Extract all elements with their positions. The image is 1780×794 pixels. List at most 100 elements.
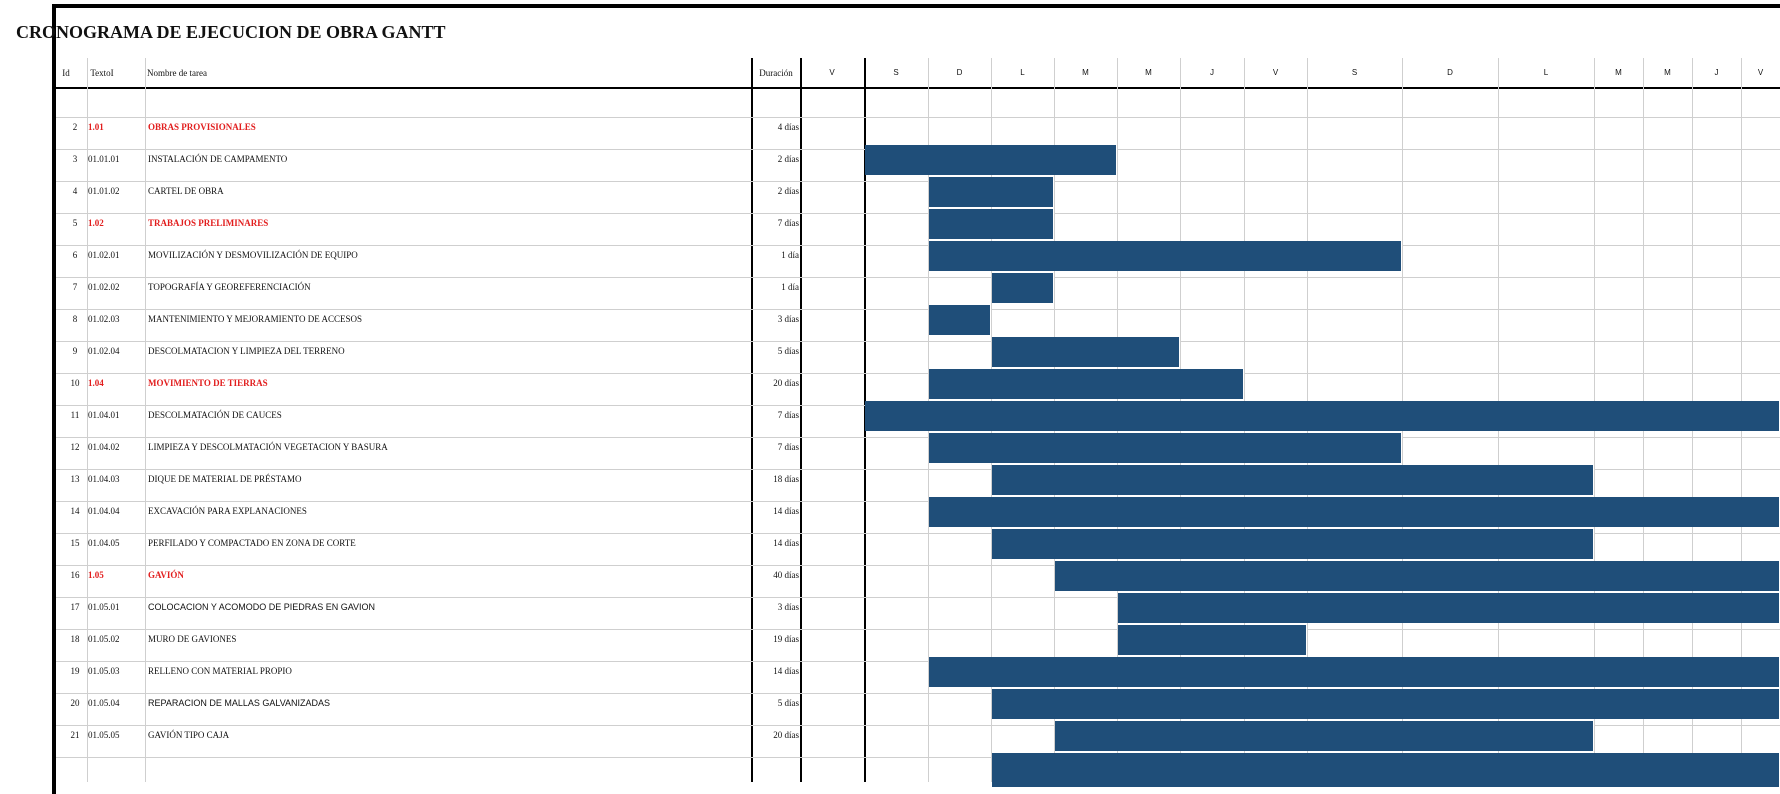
row-divider <box>56 469 1780 470</box>
task-duration: 14 días <box>773 506 799 516</box>
task-duration: 7 días <box>777 442 799 452</box>
task-code: 1.04 <box>88 378 104 388</box>
task-name: TOPOGRAFÍA Y GEOREFERENCIACIÓN <box>148 282 311 292</box>
row-divider <box>56 309 1780 310</box>
day-header: D <box>956 68 963 77</box>
task-bar[interactable] <box>929 657 1780 687</box>
task-bar[interactable] <box>992 689 1780 719</box>
task-code: 01.05.04 <box>88 698 120 708</box>
task-bar[interactable] <box>929 305 991 335</box>
task-code: 01.04.01 <box>88 410 120 420</box>
day-header: J <box>1210 68 1214 77</box>
task-duration: 1 día <box>781 282 799 292</box>
task-name: REPARACION DE MALLAS GALVANIZADAS <box>148 698 331 708</box>
task-id: 16 <box>70 570 80 580</box>
task-duration: 40 días <box>773 570 799 580</box>
task-bar[interactable] <box>1118 593 1780 623</box>
task-bar[interactable] <box>929 369 1244 399</box>
task-duration: 20 días <box>773 378 799 388</box>
day-header: M <box>1664 68 1671 77</box>
task-code: 01.05.03 <box>88 666 120 676</box>
task-name: MANTENIMIENTO Y MEJORAMIENTO DE ACCESOS <box>148 314 363 324</box>
task-id: 11 <box>70 410 80 420</box>
task-bar[interactable] <box>1118 625 1307 655</box>
row-divider <box>56 565 1780 566</box>
task-id: 3 <box>72 154 78 164</box>
row-divider <box>56 341 1780 342</box>
task-code: 01.02.01 <box>88 250 120 260</box>
column-divider <box>87 58 88 782</box>
task-bar[interactable] <box>992 465 1594 495</box>
task-code: 01.02.03 <box>88 314 120 324</box>
row-divider <box>56 373 1780 374</box>
row-divider <box>56 661 1780 662</box>
task-duration: 3 días <box>777 602 799 612</box>
task-bar[interactable] <box>1055 721 1594 751</box>
task-name: PERFILADO Y COMPACTADO EN ZONA DE CORTE <box>148 538 356 548</box>
row-divider <box>56 213 1780 214</box>
task-name: DESCOLMATACIÓN DE CAUCES <box>148 410 282 420</box>
header-code: TextoI <box>90 68 114 78</box>
task-name: DESCOLMATACION Y LIMPIEZA DEL TERRENO <box>148 346 345 356</box>
header-id: Id <box>62 68 70 78</box>
task-bar[interactable] <box>929 241 1402 271</box>
gantt-table: Id TextoI Nombre de tarea Duración V S D L M… <box>56 58 1780 787</box>
task-duration: 5 días <box>777 346 799 356</box>
task-name: COLOCACION Y ACOMODO DE PIEDRAS EN GAVIO… <box>148 602 376 612</box>
task-bar[interactable] <box>865 145 1117 175</box>
row-divider <box>56 437 1780 438</box>
task-bar[interactable] <box>929 209 1054 239</box>
header-duration: Duración <box>759 68 793 78</box>
task-name: CARTEL DE OBRA <box>148 186 224 196</box>
task-code: 01.05.05 <box>88 730 120 740</box>
task-code: 01.01.01 <box>88 154 120 164</box>
task-duration: 14 días <box>773 538 799 548</box>
task-id: 14 <box>70 506 80 516</box>
task-code: 01.04.03 <box>88 474 120 484</box>
header-divider <box>56 87 1780 89</box>
column-divider <box>145 58 146 782</box>
task-id: 8 <box>72 314 78 324</box>
task-bar[interactable] <box>992 753 1780 787</box>
task-bar[interactable] <box>865 401 1780 431</box>
task-code: 01.04.02 <box>88 442 120 452</box>
day-header: V <box>829 68 835 77</box>
task-code: 01.04.05 <box>88 538 120 548</box>
gantt-frame <box>52 4 1780 794</box>
task-duration: 18 días <box>773 474 799 484</box>
day-header: S <box>893 68 899 77</box>
task-name: MURO DE GAVIONES <box>148 634 237 644</box>
task-duration: 19 días <box>773 634 799 644</box>
task-bar[interactable] <box>929 177 1054 207</box>
page-title: CRONOGRAMA DE EJECUCION DE OBRA GANTT <box>16 22 446 42</box>
task-bar[interactable] <box>992 529 1594 559</box>
task-bar[interactable] <box>929 433 1402 463</box>
task-bar[interactable] <box>1055 561 1780 591</box>
day-header: M <box>1145 68 1152 77</box>
task-duration: 2 días <box>777 186 799 196</box>
day-header: M <box>1082 68 1089 77</box>
task-duration: 7 días <box>777 218 799 228</box>
task-name: MOVIMIENTO DE TIERRAS <box>148 378 268 388</box>
task-code: 01.05.02 <box>88 634 120 644</box>
task-name: OBRAS PROVISIONALES <box>148 122 256 132</box>
task-duration: 1 día <box>781 250 799 260</box>
row-divider <box>56 245 1780 246</box>
task-id: 13 <box>70 474 80 484</box>
task-id: 17 <box>70 602 80 612</box>
task-code: 01.05.01 <box>88 602 120 612</box>
task-id: 2 <box>72 122 78 132</box>
task-name: INSTALACIÓN DE CAMPAMENTO <box>148 154 288 164</box>
task-code: 1.02 <box>88 218 104 228</box>
task-duration: 4 días <box>777 122 799 132</box>
row-divider <box>56 533 1780 534</box>
task-code: 01.02.02 <box>88 282 120 292</box>
task-name: LIMPIEZA Y DESCOLMATACIÓN VEGETACION Y B… <box>148 442 388 452</box>
task-bar[interactable] <box>992 337 1180 367</box>
task-bar[interactable] <box>992 273 1054 303</box>
task-name: GAVIÓN TIPO CAJA <box>148 730 230 740</box>
task-name: RELLENO CON MATERIAL PROPIO <box>148 666 292 676</box>
task-id: 7 <box>72 282 78 292</box>
task-bar[interactable] <box>929 497 1780 527</box>
task-duration: 20 días <box>773 730 799 740</box>
